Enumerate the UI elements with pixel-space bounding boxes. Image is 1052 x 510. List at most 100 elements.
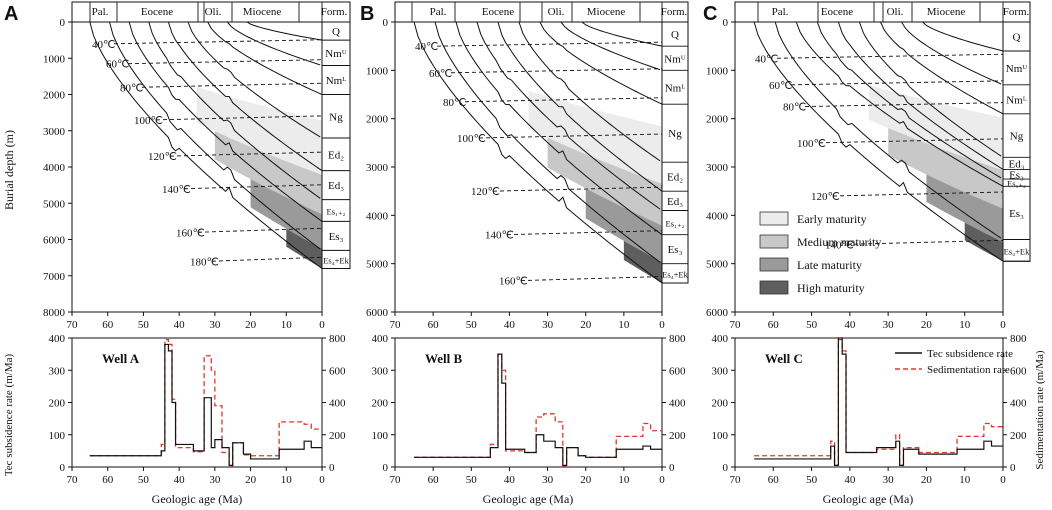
col-header-paleocene: Pal. <box>772 6 789 18</box>
rate-y-tick-label-right: 200 <box>669 430 686 442</box>
x-tick-label-bottom: 50 <box>138 474 150 486</box>
isotherm-line <box>832 191 1004 197</box>
burial-curve <box>89 21 323 269</box>
maturity-area-high <box>623 240 662 283</box>
rate-y-tick-label-left: 200 <box>372 398 389 410</box>
formation-label: Ng <box>668 128 682 140</box>
y-tick-label: 0 <box>60 17 66 29</box>
col-header-paleocene: Pal. <box>92 6 109 18</box>
maturity-area-late <box>585 188 662 263</box>
x-tick-label-top: 70 <box>730 319 742 331</box>
rate-chart-b: 7070606050504040303020201010000100200300… <box>372 312 686 486</box>
x-tick-label-bottom: 30 <box>542 474 554 486</box>
isotherm-line <box>776 53 1004 59</box>
col-header-oligocene: Oli. <box>548 6 565 18</box>
isotherm-line <box>846 239 1004 245</box>
y-tick-label: 3000 <box>366 162 389 174</box>
x-tick-label-top: 70 <box>390 319 402 331</box>
x-tick-label-bottom: 40 <box>174 474 186 486</box>
col-header-miocene: Miocene <box>243 6 282 18</box>
rate-y-tick-label-right: 0 <box>329 462 335 474</box>
rate-y-tick-label-left: 100 <box>49 430 66 442</box>
burial-curve <box>774 21 1002 239</box>
legend-label-medium: Medium maturity <box>797 235 881 249</box>
burial-curve <box>753 21 1004 262</box>
x-tick-label-top: 20 <box>245 319 257 331</box>
isotherm-line <box>790 80 1004 86</box>
maturity-area-early <box>869 85 1003 171</box>
x-tick-label-bottom: 70 <box>730 474 742 486</box>
x-tick-label-bottom: 30 <box>883 474 895 486</box>
formation-label: Es₄+Ek <box>1004 246 1030 256</box>
isotherm-label: 140℃ <box>485 230 514 242</box>
y-tick-label: 1000 <box>43 53 66 65</box>
y-tick-label: 3000 <box>43 126 66 138</box>
burial-curve <box>581 21 663 47</box>
header-band <box>71 1 351 23</box>
formation-label: Ed₂ <box>667 172 683 184</box>
burial-curve <box>901 21 1002 85</box>
x-tick-label-bottom: 20 <box>580 474 592 486</box>
y-tick-label: 6000 <box>366 307 389 319</box>
burial-curve <box>560 21 661 71</box>
burial-curve <box>497 21 663 192</box>
maturity-area-high <box>964 222 1003 262</box>
x-tick-label-top: 10 <box>618 319 630 331</box>
isotherm-label: 140℃ <box>162 184 191 196</box>
isotherm-label: 100℃ <box>457 133 486 145</box>
x-tick-label-top: 70 <box>67 319 79 331</box>
isotherm-label: 60℃ <box>106 59 129 71</box>
formation-label: Es₃ <box>668 244 683 256</box>
legend-swatch-medium <box>759 234 789 249</box>
x-tick-label-bottom: 60 <box>768 474 780 486</box>
rate-chart-a: 7070606050504040303020201010000100200300… <box>49 312 346 486</box>
y-tick-label: 2000 <box>43 90 66 102</box>
rate-y-tick-label-right: 800 <box>1010 333 1027 345</box>
x-tick-label-top: 20 <box>580 319 592 331</box>
rate-y-tick-label-left: 400 <box>49 333 66 345</box>
burial-curve <box>455 21 663 236</box>
isotherm-line <box>183 184 323 190</box>
maturity-area-high <box>286 228 322 269</box>
y-tick-label: 2000 <box>706 114 729 126</box>
burial-curve <box>246 21 323 41</box>
formation-label: Q <box>671 29 679 41</box>
x-tick-label-bottom: 20 <box>245 474 257 486</box>
isotherm-line <box>127 59 323 65</box>
x-tick-label-top: 60 <box>428 319 440 331</box>
rate-legend: Tec subsidence rate Sedimentation rate <box>895 348 1013 376</box>
rate-y-tick-label-left: 200 <box>49 398 66 410</box>
x-tick-label-top: 10 <box>281 319 293 331</box>
col-header-miocene: Miocene <box>927 6 966 18</box>
isotherm-line <box>520 276 663 282</box>
x-tick-label-bottom: 0 <box>1000 474 1006 486</box>
formation-label: Es₄+Ek <box>323 255 349 265</box>
isotherm-label: 120℃ <box>811 191 840 203</box>
x-tick-label-top: 20 <box>921 319 933 331</box>
burial-curve <box>837 21 1004 170</box>
burial-curve <box>148 21 321 199</box>
well-label: Well C <box>765 351 803 366</box>
legend-swatch-late <box>759 257 789 272</box>
isotherm-line <box>113 39 323 45</box>
burial-history-a: 40℃ 60℃ 80℃ 100℃ 120℃ 140℃ 160℃ 180℃ 0 1000 2000 30… <box>43 1 351 319</box>
panel-a: A Pal. Eocene Oli. Miocene Form. 40℃ 60℃ 8… <box>4 1 351 486</box>
maturity-area-medium <box>214 131 322 215</box>
burial-curve <box>128 21 323 222</box>
isotherm-line <box>818 138 1004 144</box>
y-tick-label: 7000 <box>43 271 66 283</box>
formation-label: Es₁₊₂ <box>666 219 685 229</box>
formation-label: Ed₃ <box>667 196 683 208</box>
rate-y-tick-label-left: 100 <box>712 430 729 442</box>
isotherm-label: 60℃ <box>769 80 792 92</box>
isotherm-line <box>450 68 663 74</box>
y-tick-label: 4000 <box>706 210 729 222</box>
formation-label: Ed₃ <box>1008 158 1024 170</box>
col-header-formation: Form. <box>661 6 688 18</box>
x-tick-label-bottom: 50 <box>466 474 478 486</box>
isotherm-label: 40℃ <box>415 41 438 53</box>
maturity-legend: Early maturity Medium maturity Late matu… <box>759 211 881 295</box>
maturity-area-late <box>926 174 1003 243</box>
x-tick-label-bottom: 60 <box>102 474 114 486</box>
rate-y-tick-label-right: 400 <box>329 398 346 410</box>
